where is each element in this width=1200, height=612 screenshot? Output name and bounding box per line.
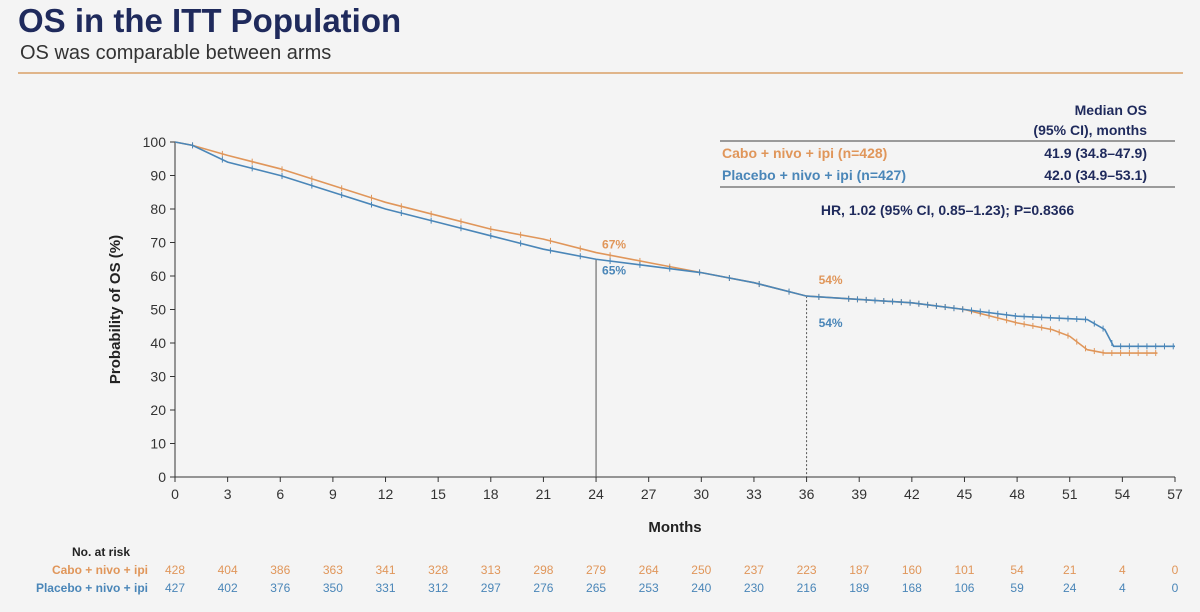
- legend-table: Median OS (95% CI), months Cabo + nivo + …: [720, 100, 1175, 218]
- x-tick-label: 51: [1062, 486, 1078, 502]
- risk-count: 253: [639, 581, 659, 595]
- risk-count: 101: [954, 563, 974, 577]
- y-tick-label: 10: [150, 436, 166, 452]
- hazard-ratio: HR, 1.02 (95% CI, 0.85–1.23); P=0.8366: [820, 202, 1075, 218]
- legend-label: Placebo + nivo + ipi (n=427): [722, 167, 907, 183]
- risk-count: 237: [744, 563, 764, 577]
- legend-label: Cabo + nivo + ipi (n=428): [722, 145, 888, 161]
- x-tick-label: 12: [378, 486, 394, 502]
- y-tick-label: 70: [150, 235, 166, 251]
- x-tick-label: 42: [904, 486, 920, 502]
- y-tick-label: 90: [150, 168, 166, 184]
- annotation-label: 67%: [602, 238, 626, 252]
- x-tick-label: 6: [276, 486, 284, 502]
- x-tick-label: 15: [430, 486, 446, 502]
- risk-count: 0: [1172, 581, 1179, 595]
- x-tick-label: 24: [588, 486, 604, 502]
- x-axis-label: Months: [648, 519, 701, 536]
- legend-row-placebo: Placebo + nivo + ipi (n=427) 42.0 (34.9–5…: [720, 164, 1175, 186]
- risk-count: 240: [691, 581, 711, 595]
- risk-row-label-placebo: Placebo + nivo + ipi: [35, 581, 148, 595]
- y-tick-label: 60: [150, 268, 166, 284]
- risk-count: 276: [533, 581, 553, 595]
- risk-count: 363: [323, 563, 343, 577]
- legend-header-line2: (95% CI), months: [1033, 122, 1147, 138]
- risk-count: 21: [1063, 563, 1077, 577]
- risk-count: 313: [481, 563, 501, 577]
- y-tick-label: 50: [150, 302, 166, 318]
- x-tick-label: 30: [694, 486, 710, 502]
- y-tick-label: 30: [150, 369, 166, 385]
- legend-value: 41.9 (34.8–47.9): [1044, 145, 1147, 161]
- legend-divider: [720, 140, 1175, 142]
- x-tick-label: 33: [746, 486, 762, 502]
- x-tick-label: 3: [224, 486, 232, 502]
- risk-count: 223: [797, 563, 817, 577]
- risk-count: 54: [1010, 563, 1024, 577]
- legend-value: 42.0 (34.9–53.1): [1044, 167, 1147, 183]
- risk-count: 168: [902, 581, 922, 595]
- x-tick-label: 21: [536, 486, 552, 502]
- risk-count: 350: [323, 581, 343, 595]
- risk-count: 386: [270, 563, 290, 577]
- x-tick-label: 45: [957, 486, 973, 502]
- risk-count: 328: [428, 563, 448, 577]
- x-tick-label: 36: [799, 486, 815, 502]
- y-tick-label: 100: [143, 134, 167, 150]
- risk-count: 106: [954, 581, 974, 595]
- risk-count: 160: [902, 563, 922, 577]
- x-tick-label: 48: [1009, 486, 1025, 502]
- x-tick-label: 18: [483, 486, 499, 502]
- annotation-label: 54%: [819, 316, 843, 330]
- title-divider: [18, 72, 1183, 74]
- y-tick-label: 20: [150, 402, 166, 418]
- risk-count: 24: [1063, 581, 1077, 595]
- risk-count: 230: [744, 581, 764, 595]
- risk-count: 189: [849, 581, 869, 595]
- y-tick-label: 40: [150, 335, 166, 351]
- risk-count: 264: [639, 563, 659, 577]
- risk-count: 216: [797, 581, 817, 595]
- risk-table-title: No. at risk: [72, 545, 131, 559]
- km-curve-placebo: [174, 141, 1175, 348]
- risk-count: 331: [376, 581, 396, 595]
- risk-count: 265: [586, 581, 606, 595]
- annotation-label: 54%: [819, 273, 843, 287]
- risk-count: 279: [586, 563, 606, 577]
- x-tick-label: 39: [851, 486, 867, 502]
- slide-subtitle: OS was comparable between arms: [20, 42, 332, 64]
- annotation-label: 65%: [602, 263, 626, 277]
- risk-count: 298: [533, 563, 553, 577]
- risk-count: 250: [691, 563, 711, 577]
- risk-count: 0: [1172, 563, 1179, 577]
- risk-count: 4: [1119, 563, 1126, 577]
- x-tick-label: 57: [1167, 486, 1183, 502]
- risk-count: 404: [218, 563, 238, 577]
- risk-count: 297: [481, 581, 501, 595]
- x-tick-label: 0: [171, 486, 179, 502]
- x-tick-label: 9: [329, 486, 337, 502]
- y-tick-label: 80: [150, 201, 166, 217]
- x-tick-label: 54: [1115, 486, 1131, 502]
- risk-count: 187: [849, 563, 869, 577]
- risk-count: 312: [428, 581, 448, 595]
- risk-count: 376: [270, 581, 290, 595]
- risk-count: 341: [376, 563, 396, 577]
- y-tick-label: 0: [158, 469, 166, 485]
- risk-count: 428: [165, 563, 185, 577]
- risk-count: 59: [1010, 581, 1024, 595]
- legend-divider: [720, 186, 1175, 188]
- legend-header-line1: Median OS: [1074, 102, 1147, 118]
- legend-header: Median OS (95% CI), months: [720, 100, 1175, 140]
- y-axis-label: Probability of OS (%): [107, 235, 124, 384]
- risk-count: 427: [165, 581, 185, 595]
- risk-count: 402: [218, 581, 238, 595]
- risk-row-label-cabo: Cabo + nivo + ipi: [51, 563, 148, 577]
- x-tick-label: 27: [641, 486, 657, 502]
- slide-title: OS in the ITT Population: [18, 2, 402, 39]
- risk-count: 4: [1119, 581, 1126, 595]
- legend-row-cabo: Cabo + nivo + ipi (n=428) 41.9 (34.8–47.9…: [720, 142, 1175, 164]
